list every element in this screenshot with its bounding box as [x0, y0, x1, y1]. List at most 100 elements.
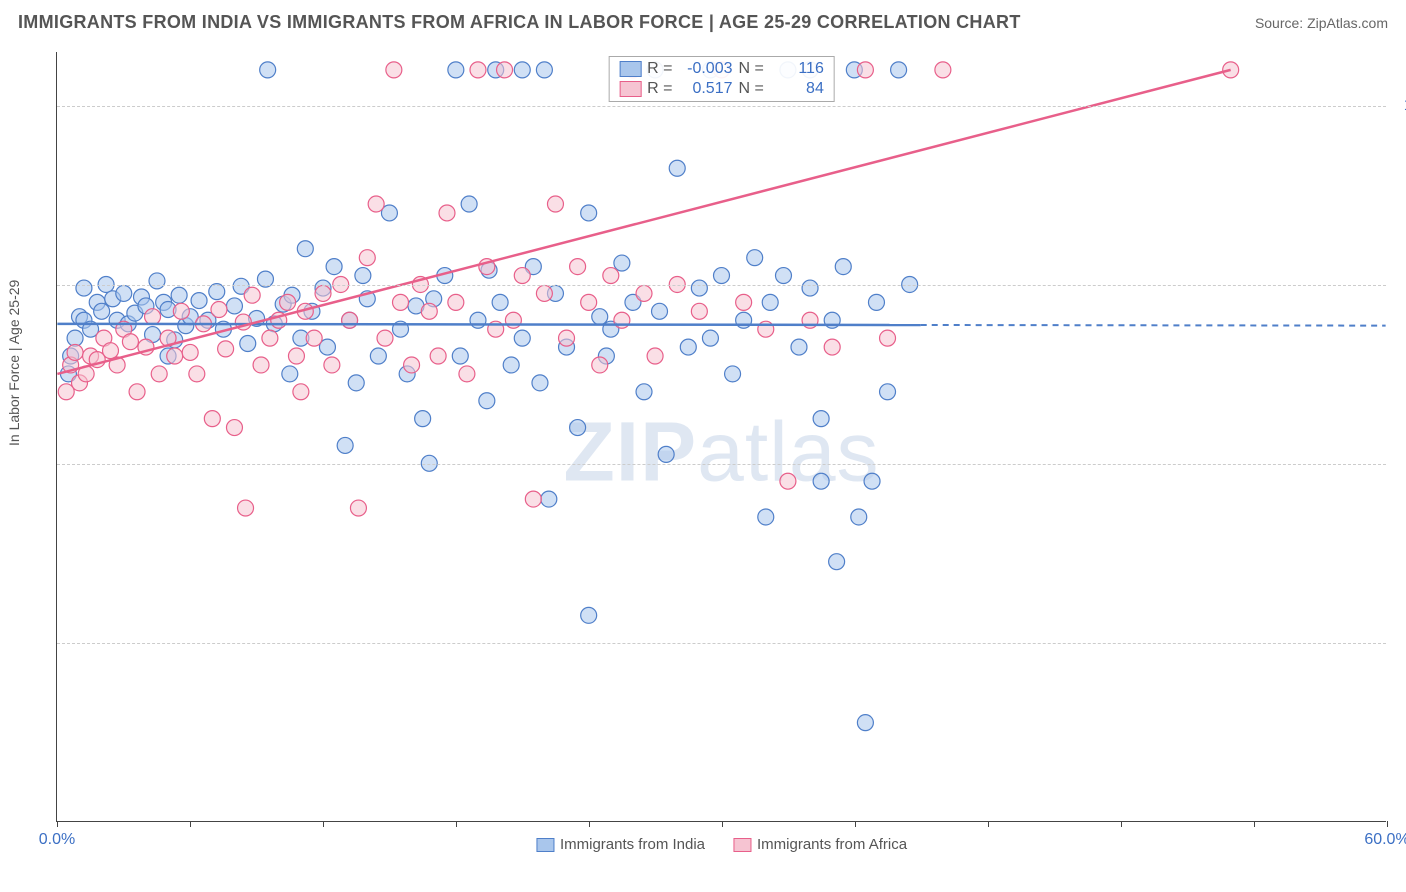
- data-point: [282, 366, 298, 382]
- data-point: [791, 339, 807, 355]
- data-point: [514, 62, 530, 78]
- data-point: [67, 330, 83, 346]
- data-point: [240, 336, 256, 352]
- data-point: [857, 62, 873, 78]
- trend-line: [57, 70, 1230, 374]
- data-point: [211, 302, 227, 318]
- data-point: [775, 268, 791, 284]
- data-point: [691, 280, 707, 296]
- chart-title: IMMIGRANTS FROM INDIA VS IMMIGRANTS FROM…: [18, 12, 1021, 33]
- x-tick: [190, 821, 191, 827]
- data-point: [189, 366, 205, 382]
- gridline: [57, 285, 1386, 286]
- data-point: [503, 357, 519, 373]
- stats-row-india: R = -0.003 N = 116: [619, 59, 824, 79]
- data-point: [536, 285, 552, 301]
- data-point: [350, 500, 366, 516]
- data-point: [780, 473, 796, 489]
- legend-item-africa: Immigrants from Africa: [733, 836, 907, 853]
- legend-swatch-india: [536, 838, 554, 852]
- data-point: [570, 420, 586, 436]
- data-point: [461, 196, 477, 212]
- data-point: [204, 411, 220, 427]
- data-point: [448, 294, 464, 310]
- data-point: [736, 294, 752, 310]
- data-point: [658, 446, 674, 462]
- x-tick: [323, 821, 324, 827]
- gridline: [57, 464, 1386, 465]
- data-point: [880, 384, 896, 400]
- data-point: [151, 366, 167, 382]
- data-point: [67, 344, 83, 360]
- data-point: [293, 384, 309, 400]
- data-point: [762, 294, 778, 310]
- plot-area: ZIPatlas R = -0.003 N = 116 R = 0.517 N …: [56, 52, 1386, 822]
- data-point: [492, 294, 508, 310]
- data-point: [470, 312, 486, 328]
- data-point: [497, 62, 513, 78]
- data-point: [857, 715, 873, 731]
- data-point: [581, 205, 597, 221]
- data-point: [393, 294, 409, 310]
- data-point: [813, 473, 829, 489]
- data-point: [122, 334, 138, 350]
- data-point: [581, 294, 597, 310]
- data-point: [891, 62, 907, 78]
- data-point: [581, 607, 597, 623]
- source-label: Source: ZipAtlas.com: [1255, 15, 1388, 31]
- data-point: [647, 348, 663, 364]
- data-point: [592, 309, 608, 325]
- data-point: [377, 330, 393, 346]
- x-tick: [1121, 821, 1122, 827]
- x-tick: [57, 821, 58, 827]
- data-point: [94, 303, 110, 319]
- data-point: [439, 205, 455, 221]
- data-point: [280, 294, 296, 310]
- data-point: [868, 294, 884, 310]
- data-point: [404, 357, 420, 373]
- x-tick-label: 0.0%: [39, 831, 75, 849]
- data-point: [76, 280, 92, 296]
- data-point: [470, 62, 486, 78]
- data-point: [459, 366, 475, 382]
- x-tick: [1254, 821, 1255, 827]
- x-tick: [722, 821, 723, 827]
- data-point: [536, 62, 552, 78]
- data-point: [167, 348, 183, 364]
- data-point: [315, 285, 331, 301]
- stats-box: R = -0.003 N = 116 R = 0.517 N = 84: [608, 56, 835, 102]
- data-point: [813, 411, 829, 427]
- gridline: [57, 643, 1386, 644]
- data-point: [103, 343, 119, 359]
- data-point: [636, 384, 652, 400]
- data-point: [532, 375, 548, 391]
- data-point: [421, 303, 437, 319]
- data-point: [541, 491, 557, 507]
- data-point: [430, 348, 446, 364]
- data-point: [355, 268, 371, 284]
- data-point: [514, 268, 530, 284]
- data-point: [386, 62, 402, 78]
- data-point: [747, 250, 763, 266]
- data-point: [702, 330, 718, 346]
- x-tick-label: 60.0%: [1364, 831, 1406, 849]
- data-point: [191, 293, 207, 309]
- x-tick: [589, 821, 590, 827]
- data-point: [260, 62, 276, 78]
- data-point: [714, 268, 730, 284]
- data-point: [342, 312, 358, 328]
- data-point: [306, 330, 322, 346]
- data-point: [253, 357, 269, 373]
- data-point: [758, 509, 774, 525]
- data-point: [226, 298, 242, 314]
- data-point: [935, 62, 951, 78]
- data-point: [218, 341, 234, 357]
- scatter-plot: [57, 52, 1386, 821]
- data-point: [725, 366, 741, 382]
- data-point: [691, 303, 707, 319]
- data-point: [603, 268, 619, 284]
- x-tick: [988, 821, 989, 827]
- data-point: [116, 285, 132, 301]
- legend: Immigrants from India Immigrants from Af…: [536, 836, 907, 853]
- data-point: [864, 473, 880, 489]
